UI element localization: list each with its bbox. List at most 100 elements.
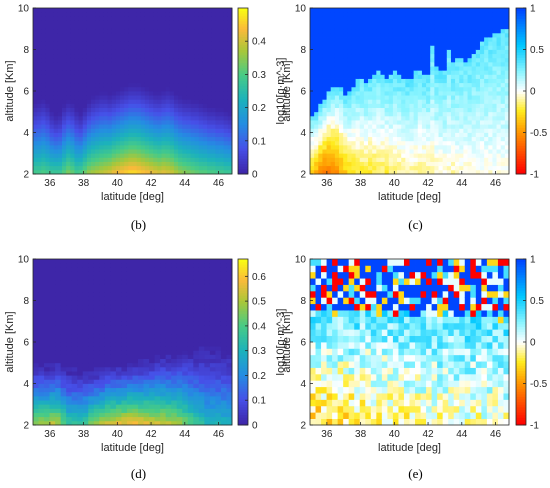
colorbar-step [516, 137, 526, 141]
heatmap-cell [55, 404, 62, 409]
heatmap-cell [463, 91, 468, 96]
heatmap-cell [120, 12, 125, 17]
heatmap-cell [190, 8, 196, 13]
heatmap-cell [111, 128, 117, 133]
heatmap-cell [380, 16, 386, 21]
heatmap-cell [91, 32, 96, 38]
heatmap-cell [314, 144, 319, 150]
heatmap-cell [334, 20, 340, 25]
heatmap-cell [88, 325, 95, 330]
heatmap-cell [115, 420, 122, 426]
heatmap-cell [434, 103, 439, 108]
heatmap-cell [401, 140, 406, 146]
heatmap-cell [310, 8, 315, 13]
heatmap-cell [334, 66, 340, 71]
heatmap-cell [496, 20, 502, 25]
heatmap-cell [207, 53, 212, 59]
heatmap-cell [126, 296, 133, 301]
heatmap-cell [368, 61, 373, 67]
heatmap-cell [326, 136, 332, 142]
heatmap-cell [161, 153, 167, 158]
heatmap-cell [363, 95, 369, 100]
heatmap-cell [62, 95, 67, 100]
heatmap-cell [330, 124, 336, 129]
heatmap-cell [409, 45, 415, 50]
heatmap-cell [143, 333, 150, 339]
heatmap-cells [310, 8, 510, 175]
heatmap-cell [492, 28, 497, 34]
heatmap-cell [104, 395, 111, 401]
heatmap-cell [132, 375, 139, 380]
heatmap-cell [110, 317, 117, 322]
colorbar-step [516, 85, 526, 89]
heatmap-cell [475, 120, 481, 125]
heatmap-cell [70, 57, 75, 63]
heatmap-cell [388, 57, 394, 63]
heatmap-cell [82, 350, 89, 355]
heatmap-cell [77, 288, 84, 293]
heatmap-cell [53, 140, 59, 146]
heatmap-cell [504, 107, 510, 113]
heatmap-cell [504, 91, 510, 96]
heatmap-cell [314, 111, 319, 117]
heatmap-cell [154, 275, 161, 281]
heatmap-cell [397, 161, 402, 167]
heatmap-cell [500, 28, 506, 34]
heatmap-cell [334, 153, 340, 158]
heatmap-cell [49, 350, 56, 355]
heatmap-cell [66, 408, 73, 413]
heatmap-cell [57, 161, 63, 167]
heatmap-cell [44, 346, 50, 351]
heatmap-cell [339, 8, 344, 13]
heatmap-cell [479, 8, 485, 13]
heatmap-cell [154, 288, 161, 293]
heatmap-cell [74, 57, 80, 63]
heatmap-cell [82, 153, 88, 158]
heatmap-cell [33, 165, 38, 171]
heatmap-cell [504, 169, 510, 175]
heatmap-cell [401, 107, 406, 113]
heatmap-cell [77, 387, 84, 393]
heatmap-cell [107, 95, 113, 100]
heatmap-cell [93, 362, 100, 368]
heatmap-cell [388, 99, 394, 104]
heatmap-cell [99, 283, 106, 289]
heatmap-cell [467, 107, 473, 113]
heatmap-cell [372, 57, 377, 63]
heatmap-cell [223, 169, 229, 175]
heatmap-cell [169, 136, 175, 142]
heatmap-cell [190, 24, 196, 30]
heatmap-cell [78, 70, 84, 75]
heatmap-cell [115, 144, 121, 150]
heatmap-cell [413, 111, 419, 117]
heatmap-cell [397, 24, 402, 30]
heatmap-cell [326, 20, 332, 25]
heatmap-cell [388, 107, 394, 113]
heatmap-cell [110, 292, 117, 297]
heatmap-cell [186, 103, 191, 108]
heatmap-cell [66, 395, 73, 401]
heatmap-cell [82, 358, 89, 364]
heatmap-cell [149, 333, 156, 339]
y-tick-label: 6 [300, 87, 306, 98]
heatmap-cell [227, 45, 233, 50]
heatmap-cell [409, 95, 415, 100]
heatmap-cell [426, 132, 431, 138]
heatmap-cell [434, 128, 439, 133]
heatmap-cell [380, 95, 386, 100]
heatmap-cell [138, 317, 144, 322]
heatmap-cell [115, 49, 121, 55]
heatmap-cell [484, 136, 489, 142]
heatmap-cell [45, 107, 50, 113]
heatmap-cell [496, 140, 502, 146]
heatmap-cell [475, 115, 481, 121]
heatmap-cell [479, 165, 485, 171]
heatmap-cell [138, 371, 144, 376]
heatmap-cell [355, 78, 361, 84]
heatmap-cell [103, 49, 109, 55]
heatmap-cell [99, 144, 104, 150]
heatmap-cell [82, 404, 89, 409]
heatmap-cell [165, 28, 171, 34]
heatmap-cell [86, 99, 92, 104]
